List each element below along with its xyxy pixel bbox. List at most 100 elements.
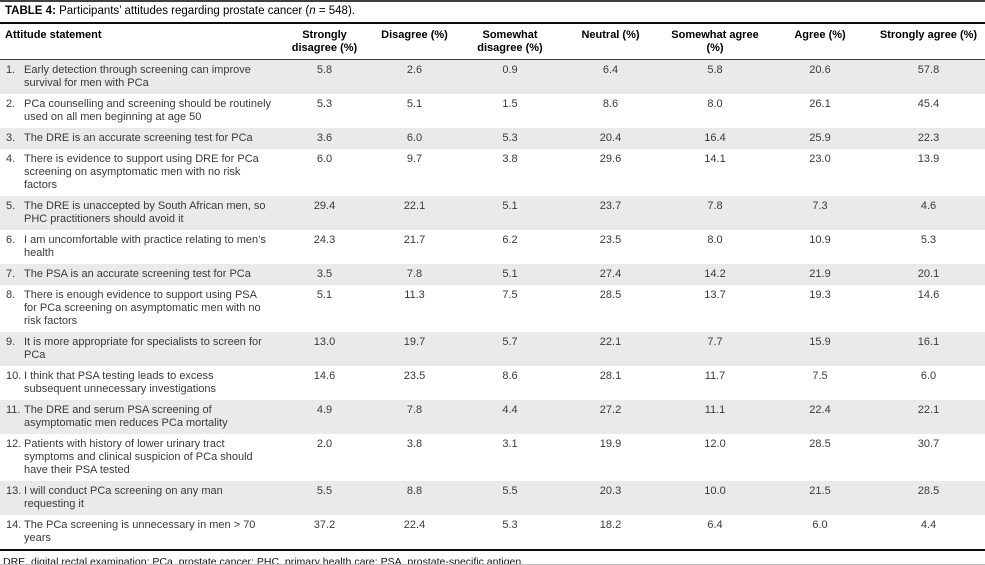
value-cell: 23.5	[403, 370, 426, 382]
value-cell: 5.5	[502, 485, 518, 497]
value-cell: 4.4	[920, 519, 937, 531]
statement-cell: 4. There is evidence to support using DRE…	[0, 149, 281, 196]
value-cell: 23.5	[599, 234, 622, 246]
value-cell: 22.1	[403, 200, 426, 212]
value-cell: 14.6	[917, 289, 940, 301]
table-title-label: TABLE 4:	[5, 5, 56, 17]
value-cell: 1.5	[502, 98, 518, 110]
value-cell: 14.1	[704, 153, 726, 165]
footnote: DRE, digital rectal examination; PCa, pr…	[3, 556, 525, 565]
value-cell: 8.0	[707, 234, 723, 246]
table-title-n: n	[309, 5, 316, 17]
value-cell: 0.9	[502, 64, 518, 76]
row-number: 14.	[6, 519, 22, 531]
header-row: Attitude statement Strongly disagree (%)…	[0, 24, 985, 60]
table-row: 7. The PSA is an accurate screening test …	[0, 264, 985, 285]
value-cell: 57.8	[917, 64, 940, 76]
value-cell: 6.0	[316, 153, 333, 165]
row-number: 10.	[6, 370, 22, 382]
table-row: 1. Early detection through screening can …	[0, 59, 985, 95]
statement-text: Early detection through screening can im…	[24, 64, 251, 89]
statement-text: I will conduct PCa screening on any man …	[24, 485, 223, 510]
value-cell: 5.8	[316, 64, 333, 76]
table-row: 3. The DRE is an accurate screening test …	[0, 128, 985, 149]
table-row: 5. The DRE is unaccepted by South African…	[0, 196, 985, 230]
statement-cell: 1. Early detection through screening can …	[0, 60, 281, 95]
value-cell: 8.8	[406, 485, 423, 497]
value-cell: 22.1	[599, 336, 622, 348]
value-cell: 5.1	[316, 289, 333, 301]
table-title: TABLE 4: Participants’ attitudes regardi…	[0, 2, 985, 24]
value-cell: 3.1	[502, 438, 518, 450]
table-row: 13. I will conduct PCa screening on any m…	[0, 481, 985, 515]
value-cell: 22.3	[917, 132, 940, 144]
table-row: 8. There is enough evidence to support us…	[0, 285, 985, 332]
row-number: 3.	[6, 132, 16, 144]
table-row: 9. It is more appropriate for specialists…	[0, 332, 985, 366]
value-cell: 2.6	[406, 64, 423, 76]
value-cell: 27.2	[599, 404, 622, 416]
value-cell: 3.8	[406, 438, 423, 450]
value-cell: 25.9	[809, 132, 831, 144]
row-number: 12.	[6, 438, 22, 450]
value-cell: 27.4	[599, 268, 622, 280]
row-number: 1.	[6, 64, 16, 76]
value-cell: 10.9	[809, 234, 831, 246]
value-cell: 23.7	[599, 200, 622, 212]
column-header-attitude-statement: Attitude statement	[0, 24, 281, 60]
table-title-suffix: = 548).	[315, 5, 355, 17]
value-cell: 23.0	[809, 153, 831, 165]
value-cell: 22.4	[403, 519, 426, 531]
value-cell: 16.4	[704, 132, 726, 144]
column-header-neutral: Neutral (%)	[559, 24, 662, 60]
value-cell: 45.4	[917, 98, 940, 110]
table-row: 12. Patients with history of lower urinar…	[0, 434, 985, 481]
value-cell: 15.9	[809, 336, 831, 348]
table-row: 6. I am uncomfortable with practice relat…	[0, 230, 985, 264]
row-number: 5.	[6, 200, 16, 212]
statement-text: I am uncomfortable with practice relatin…	[24, 234, 266, 259]
statement-text: The DRE is unaccepted by South African m…	[24, 200, 266, 225]
statement-text: There is enough evidence to support usin…	[24, 289, 261, 327]
table-title-text: Participants’ attitudes regarding prosta…	[55, 5, 310, 17]
statement-cell: 9. It is more appropriate for specialists…	[0, 332, 281, 366]
table-row: 11. The DRE and serum PSA screening of as…	[0, 400, 985, 434]
value-cell: 22.1	[917, 404, 940, 416]
statement-text: Patients with history of lower urinary t…	[24, 438, 253, 476]
column-header-disagree: Disagree (%)	[368, 24, 461, 60]
value-cell: 6.0	[920, 370, 937, 382]
value-cell: 7.3	[812, 200, 828, 212]
row-number: 8.	[6, 289, 16, 301]
value-cell: 3.5	[316, 268, 333, 280]
statement-text: The DRE is an accurate screening test fo…	[24, 132, 253, 144]
value-cell: 8.6	[602, 98, 619, 110]
value-cell: 4.6	[920, 200, 937, 212]
value-cell: 3.6	[316, 132, 333, 144]
value-cell: 6.4	[602, 64, 619, 76]
value-cell: 8.6	[502, 370, 518, 382]
value-cell: 10.0	[704, 485, 726, 497]
value-cell: 6.4	[707, 519, 723, 531]
statement-cell: 5. The DRE is unaccepted by South African…	[0, 196, 281, 230]
column-header-strongly-agree: Strongly agree (%)	[872, 24, 985, 60]
value-cell: 16.1	[917, 336, 940, 348]
statement-cell: 11. The DRE and serum PSA screening of as…	[0, 400, 281, 434]
column-header-strongly-disagree: Strongly disagree (%)	[281, 24, 368, 60]
value-cell: 3.8	[502, 153, 518, 165]
statement-cell: 2. PCa counselling and screening should b…	[0, 94, 281, 128]
table-row: 4. There is evidence to support using DRE…	[0, 149, 985, 196]
table-row: 10. I think that PSA testing leads to exc…	[0, 366, 985, 400]
value-cell: 4.9	[316, 404, 333, 416]
value-cell: 28.5	[599, 289, 622, 301]
table-body: 1. Early detection through screening can …	[0, 59, 985, 551]
value-cell: 30.7	[917, 438, 940, 450]
table-row: 2. PCa counselling and screening should b…	[0, 94, 985, 128]
statement-cell: 8. There is enough evidence to support us…	[0, 285, 281, 332]
value-cell: 14.2	[704, 268, 726, 280]
value-cell: 19.9	[599, 438, 622, 450]
value-cell: 5.3	[502, 519, 518, 531]
value-cell: 24.3	[313, 234, 336, 246]
value-cell: 4.4	[502, 404, 518, 416]
value-cell: 7.8	[707, 200, 723, 212]
value-cell: 28.5	[917, 485, 940, 497]
